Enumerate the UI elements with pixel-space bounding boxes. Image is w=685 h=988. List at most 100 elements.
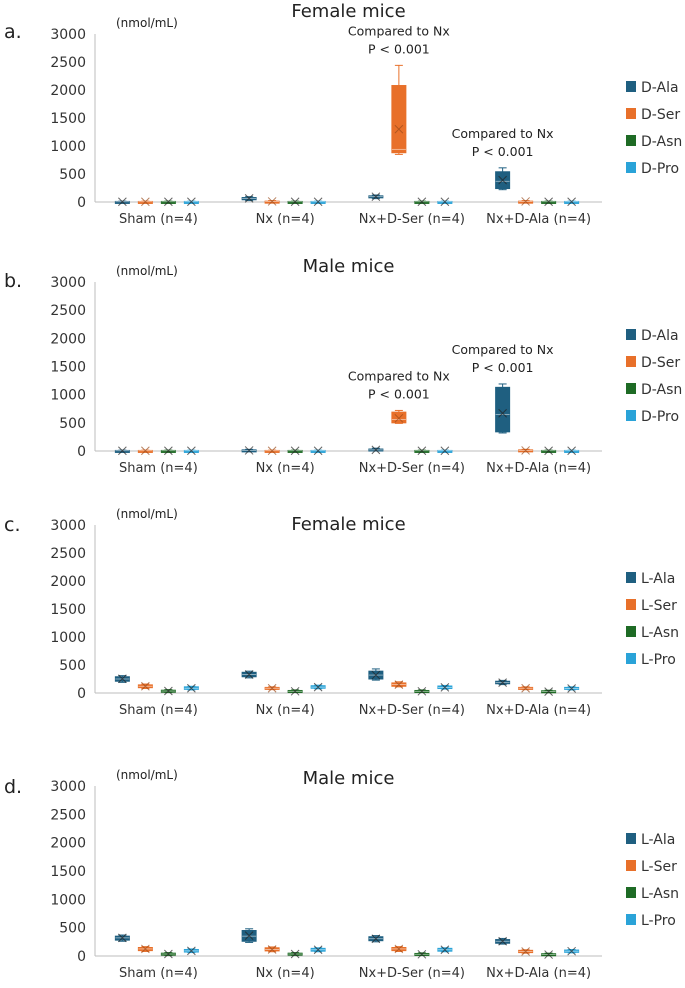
x-tick-label: Nx (n=4) [256, 703, 315, 718]
mean-marker [544, 197, 553, 207]
unit-label: (nmol/mL) [116, 16, 178, 30]
box-D-Ala-1 [241, 194, 257, 203]
box-D-Pro-2 [437, 446, 453, 456]
x-tick-label: Sham (n=4) [119, 703, 198, 718]
box-L-Ser-3 [518, 683, 534, 693]
legend-swatch [626, 383, 636, 394]
box-L-Ala-3 [495, 936, 511, 946]
mean-marker [244, 446, 254, 455]
mean-marker [164, 686, 173, 696]
box-D-Ser-2 [391, 64, 407, 155]
mean-marker [417, 446, 427, 456]
x-tick-label: Nx (n=4) [256, 212, 315, 227]
mean-marker [187, 683, 196, 693]
mean-marker [267, 945, 277, 954]
mean-marker [498, 678, 507, 687]
box-D-Pro-3 [564, 446, 580, 456]
legend-swatch [626, 410, 636, 421]
box-D-Ala-2 [368, 445, 384, 455]
x-tick-label: Nx (n=4) [256, 966, 315, 981]
y-tick-label: 2000 [50, 836, 86, 852]
annotation-text: Compared to Nx [348, 368, 450, 383]
box-D-Ala-2 [368, 192, 384, 202]
legend-label: L-Asn [641, 625, 679, 641]
mean-marker [164, 949, 173, 959]
box-body [495, 386, 511, 433]
chart-panel-a: a. Female mice (nmol/mL) 0 500 1000 1500 2000 25… [4, 1, 682, 227]
box-D-Pro-0 [183, 197, 199, 207]
legend-swatch [626, 599, 636, 610]
mean-marker [290, 686, 300, 696]
unit-label: (nmol/mL) [116, 768, 178, 782]
box-L-Asn-1 [287, 949, 303, 959]
box-L-Ser-0 [137, 681, 153, 691]
box-L-Ser-0 [137, 944, 153, 954]
legend-label: L-Asn [641, 886, 679, 902]
box-D-Pro-2 [437, 197, 453, 207]
mean-marker [118, 674, 127, 684]
chart-panel-c: c. Female mice (nmol/mL) 0 500 1000 1500 2000 25… [4, 507, 679, 718]
box-D-Pro-0 [183, 446, 199, 456]
panel-label: b. [4, 270, 22, 292]
mean-marker [313, 682, 323, 692]
box-L-Asn-3 [541, 687, 557, 696]
x-tick-label: Nx+D-Ala (n=4) [486, 212, 591, 227]
annotation-text: P < 0.001 [472, 144, 534, 159]
legend-label: D-Ala [641, 80, 679, 96]
legend-swatch [626, 135, 636, 146]
chart-title: Male mice [303, 768, 395, 789]
box-D-Asn-2 [414, 446, 430, 456]
mean-marker [498, 408, 507, 418]
mean-marker [141, 197, 150, 207]
legend-label: D-Ser [641, 107, 680, 123]
box-D-Asn-1 [287, 446, 303, 456]
mean-marker [187, 446, 196, 456]
legend-label: D-Pro [641, 409, 679, 425]
chart-panel-d: d. Male mice (nmol/mL) 0 500 1000 1500 2000 2500… [4, 768, 679, 981]
mean-marker [290, 197, 300, 207]
box-L-Pro-1 [310, 945, 326, 955]
box-L-Ala-3 [495, 678, 511, 687]
y-tick-label: 500 [59, 658, 86, 674]
box-L-Ser-2 [391, 944, 407, 954]
y-tick-label: 2500 [50, 807, 86, 823]
box-D-Pro-1 [310, 446, 326, 456]
y-tick-label: 0 [77, 686, 86, 702]
x-tick-label: Nx+D-Ser (n=4) [359, 461, 465, 476]
legend-label: D-Asn [641, 382, 682, 398]
box-L-Pro-1 [310, 682, 326, 692]
box-D-Ser-3 [518, 446, 534, 455]
box-D-Ala-3 [495, 383, 511, 434]
legend-label: D-Ala [641, 328, 679, 344]
mean-marker [394, 124, 404, 134]
legend-swatch [626, 108, 636, 119]
legend-label: D-Pro [641, 161, 679, 177]
legend-swatch [626, 162, 636, 173]
box-L-Ala-1 [241, 670, 257, 679]
box-L-Ala-1 [241, 928, 257, 943]
mean-marker [187, 197, 196, 207]
legend-swatch [626, 887, 636, 898]
y-tick-label: 500 [59, 416, 86, 432]
mean-marker [118, 197, 127, 207]
mean-marker [164, 197, 173, 207]
box-D-Ser-2 [391, 409, 407, 424]
y-tick-label: 2500 [50, 55, 86, 71]
legend-swatch [626, 860, 636, 871]
mean-marker [394, 944, 404, 954]
legend-label: L-Pro [641, 913, 676, 929]
mean-marker [521, 446, 530, 455]
mean-marker [567, 946, 576, 956]
y-tick-label: 1000 [50, 892, 86, 908]
mean-marker [567, 684, 576, 693]
unit-label: (nmol/mL) [116, 264, 178, 278]
box-L-Asn-0 [160, 949, 176, 959]
mean-marker [521, 947, 530, 956]
mean-marker [244, 670, 254, 679]
x-tick-label: Sham (n=4) [119, 966, 198, 981]
mean-marker [313, 197, 323, 207]
legend-swatch [626, 626, 636, 637]
box-L-Pro-2 [437, 945, 453, 955]
box-D-Ala-0 [114, 197, 130, 207]
